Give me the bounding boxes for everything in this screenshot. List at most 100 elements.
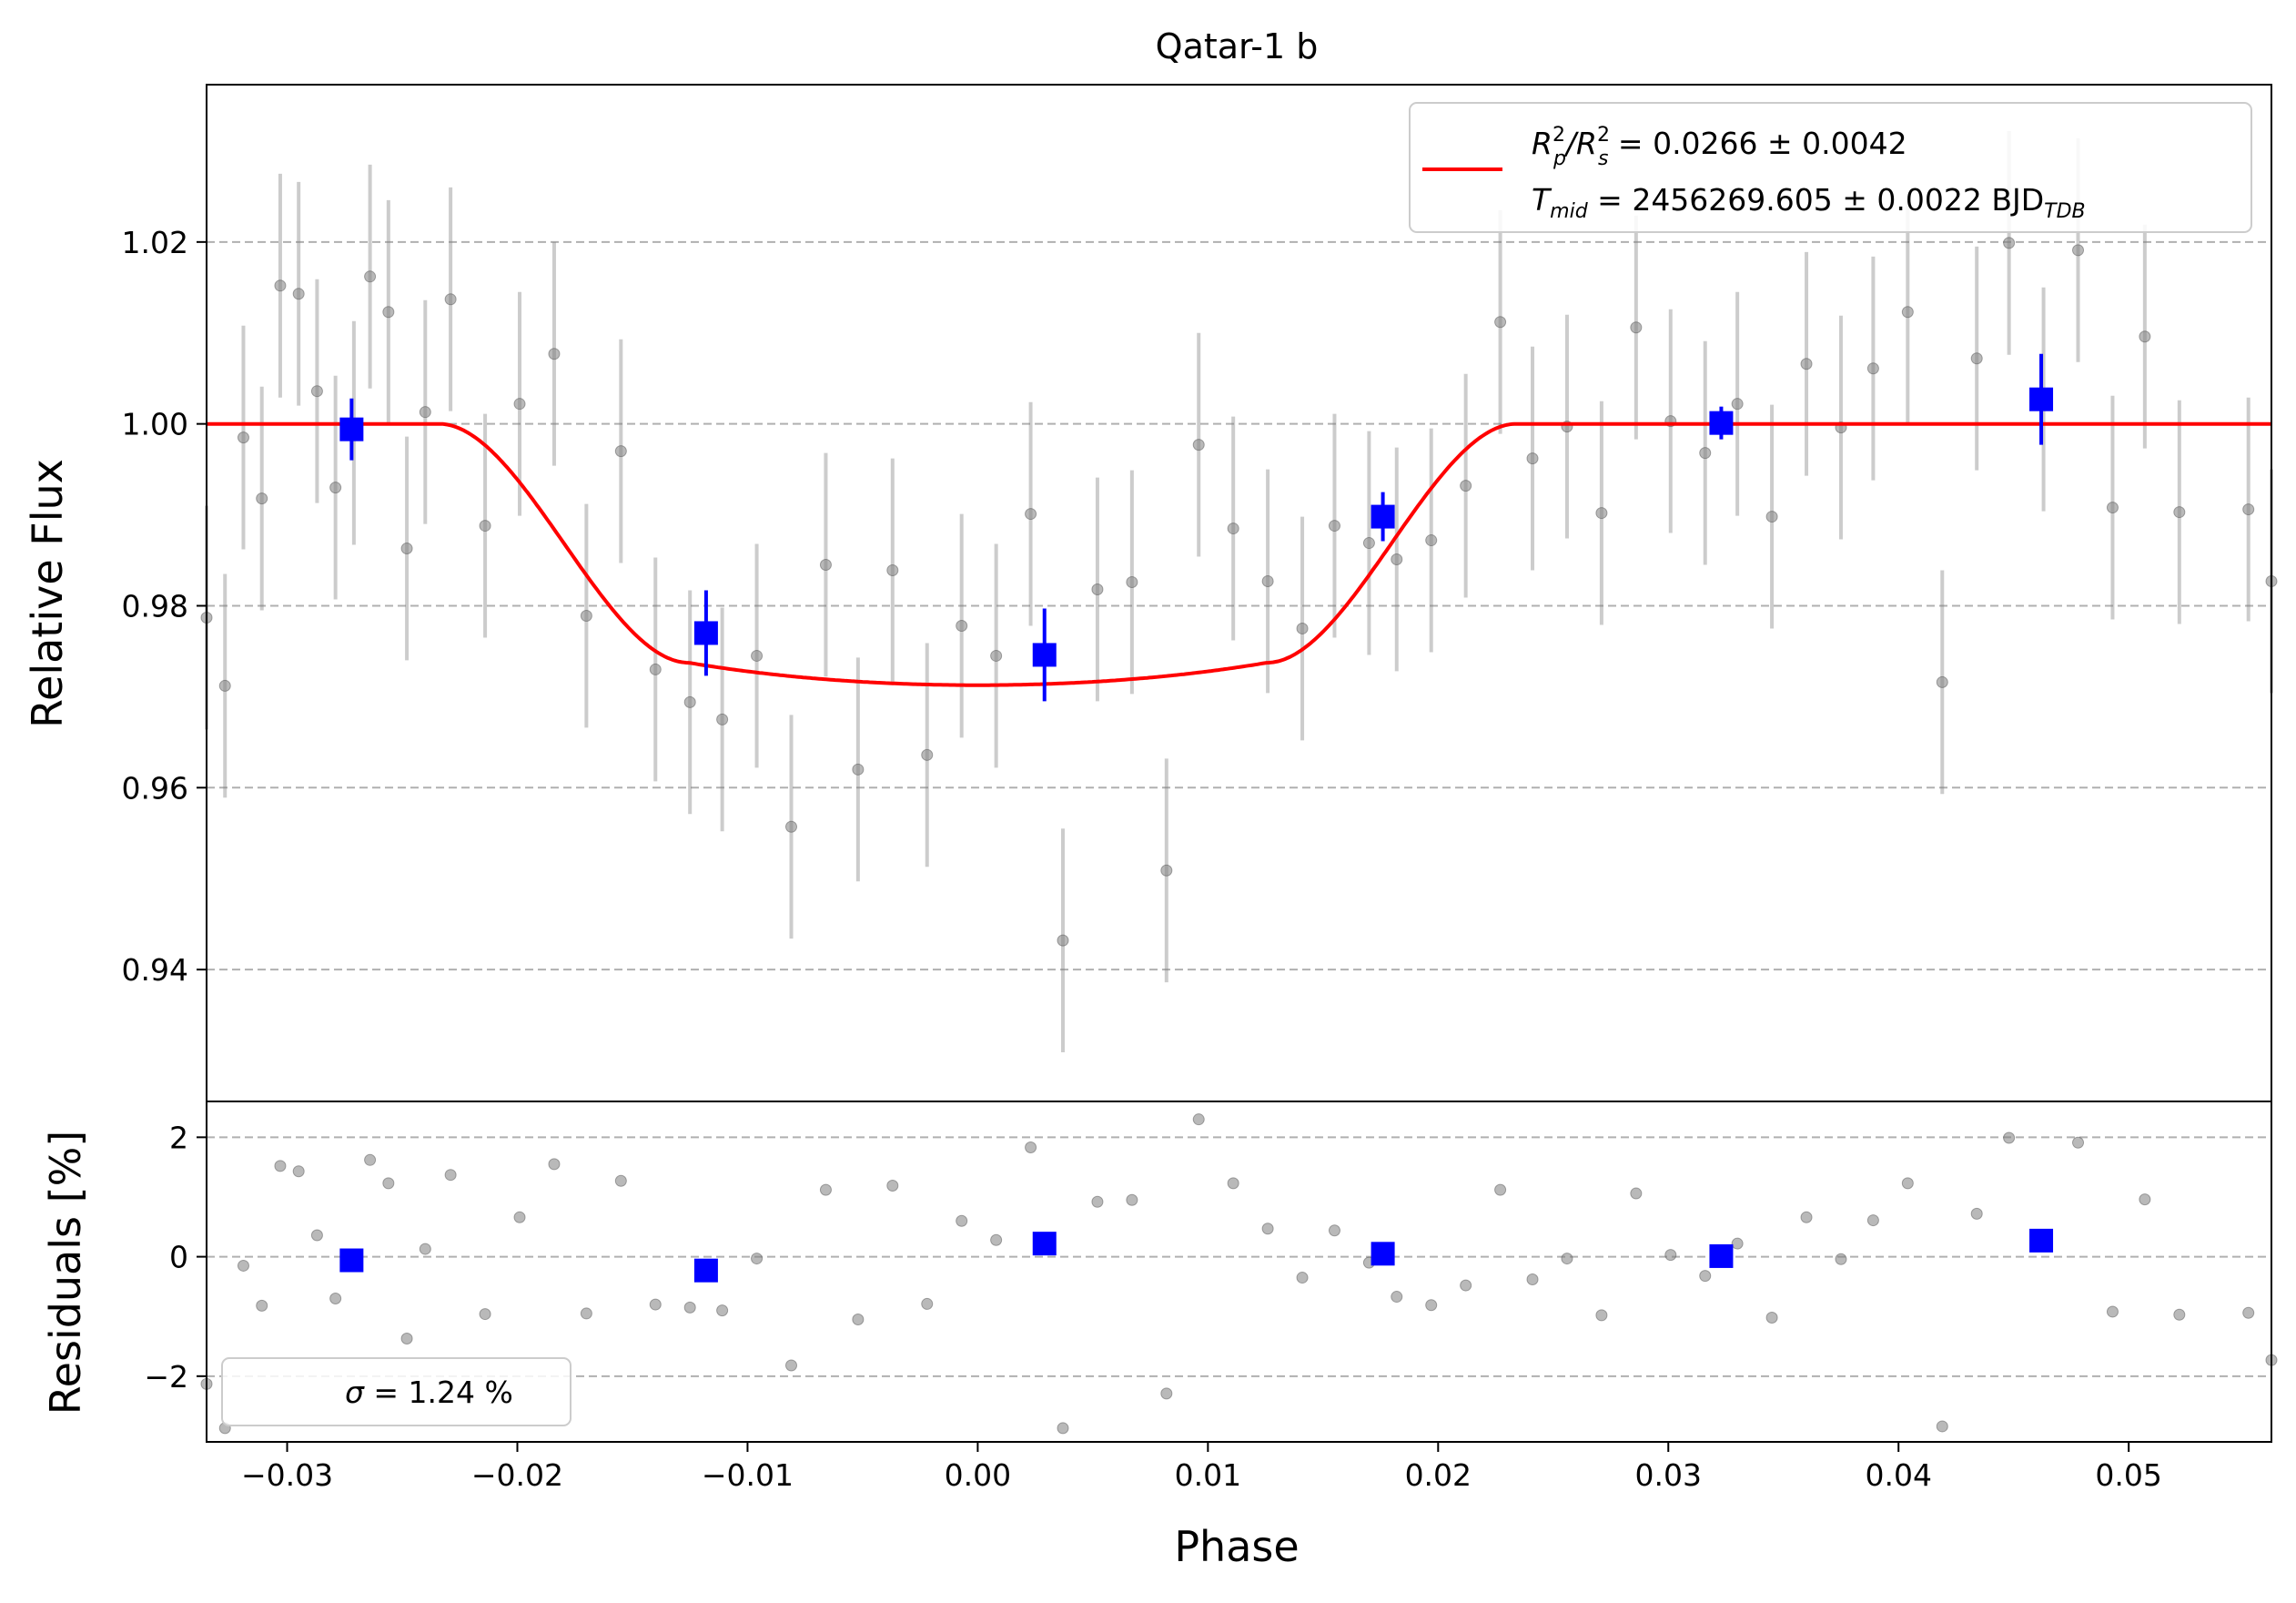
raw-point [1057, 934, 1069, 947]
top-y-ticks: 0.94 0.96 0.98 1.00 1.02 [122, 225, 207, 988]
binned-point [339, 417, 364, 441]
residual-point [819, 1183, 832, 1196]
binned-point [2029, 387, 2054, 411]
raw-point [256, 492, 268, 505]
residual-point [1425, 1299, 1438, 1312]
raw-point [1460, 480, 1472, 492]
raw-point [292, 288, 305, 300]
residual-point [400, 1332, 413, 1344]
binned-point [1709, 411, 1734, 435]
legend-t-symbol: T [1532, 182, 1553, 218]
top-y-tick-label: 1.00 [122, 407, 188, 442]
binned-point [1032, 643, 1057, 667]
residual-point [1664, 1249, 1677, 1262]
raw-point [1800, 358, 1813, 370]
residual-point [2072, 1136, 2085, 1149]
residual-point [479, 1308, 491, 1321]
binned-point [1371, 504, 1395, 529]
x-tick-label: 0.00 [945, 1457, 1011, 1493]
bottom-y-tick-label: 0 [169, 1240, 188, 1275]
residual-point [1328, 1224, 1340, 1237]
binned-point [693, 621, 718, 645]
legend-sub-mid: mid [1550, 200, 1589, 223]
residual-point [2003, 1131, 2016, 1144]
residual-point [1936, 1420, 1948, 1433]
legend-sigma-symbol: σ [345, 1375, 365, 1410]
residual-point [1057, 1422, 1069, 1435]
top-legend-box [1409, 102, 2252, 233]
residual-point [614, 1174, 627, 1187]
residual-point [1765, 1312, 1778, 1324]
raw-point [886, 564, 899, 577]
binned-residual [1709, 1243, 1734, 1268]
residual-point [1699, 1270, 1712, 1283]
raw-point [1936, 675, 1948, 688]
residual-point [1391, 1291, 1403, 1304]
bottom-y-tick-label: 2 [169, 1120, 188, 1155]
raw-point [1970, 352, 1983, 365]
raw-point [580, 609, 592, 622]
raw-point [1091, 583, 1104, 596]
raw-point [990, 649, 1003, 662]
raw-point [1391, 553, 1403, 566]
raw-point [2003, 237, 2016, 249]
residual-point [1901, 1177, 1914, 1190]
residual-point [852, 1313, 865, 1325]
legend-rp-value: = 0.0266 ± 0.0042 [1608, 126, 1907, 161]
raw-point [1160, 864, 1173, 877]
top-y-axis-title: Relative Flux [23, 459, 72, 728]
residual-point [364, 1153, 377, 1166]
binned-residual [693, 1258, 718, 1283]
residual-point [419, 1243, 431, 1255]
residual-point [1091, 1195, 1104, 1208]
residual-point [1160, 1387, 1173, 1400]
binned-residual [339, 1248, 364, 1273]
bottom-axes-frame [206, 1101, 2272, 1443]
transit-model-curve [207, 421, 2271, 687]
raw-point [1866, 362, 1879, 375]
raw-point [2106, 502, 2119, 514]
binned-residual [1032, 1232, 1057, 1256]
residual-point [785, 1359, 798, 1372]
legend-tmid-value: = 2456269.605 ± 0.0022 BJD [1588, 182, 2044, 218]
x-axis-title: Phase [1174, 1522, 1299, 1571]
residual-point [292, 1165, 305, 1178]
legend-sub-s: s [1598, 147, 1608, 170]
raw-point [1328, 520, 1340, 533]
residual-point [956, 1214, 968, 1227]
residual-point [1595, 1309, 1608, 1322]
raw-point [785, 820, 798, 833]
x-tick-label: 0.01 [1175, 1457, 1241, 1493]
raw-point [1296, 622, 1309, 634]
raw-point [852, 763, 865, 776]
legend-sub-p: p [1553, 147, 1566, 170]
residual-point [2139, 1193, 2151, 1206]
raw-point [1526, 452, 1539, 465]
residual-point [683, 1301, 696, 1314]
raw-point [716, 713, 729, 725]
raw-point [1227, 522, 1239, 535]
bottom-raw-residuals [200, 1113, 2278, 1435]
raw-point [614, 445, 627, 458]
raw-point [2139, 330, 2151, 343]
raw-point [1731, 398, 1744, 411]
legend-slash-r: /R [1563, 126, 1597, 161]
residual-point [1731, 1237, 1744, 1250]
residual-point [237, 1259, 249, 1272]
x-tick-label: 0.03 [1635, 1457, 1702, 1493]
raw-point [1362, 537, 1375, 550]
binned-residual [1371, 1242, 1395, 1266]
residual-point [274, 1160, 287, 1172]
residual-point [1526, 1273, 1539, 1286]
top-y-tick-label: 0.98 [122, 588, 188, 624]
x-tick-label: −0.03 [241, 1457, 333, 1493]
residual-point [329, 1293, 342, 1305]
raw-point [382, 306, 395, 319]
raw-point [2173, 506, 2186, 519]
legend-sup-2: 2 [1597, 124, 1610, 147]
bottom-legend: σ = 1.24 % [221, 1357, 571, 1426]
raw-point [921, 748, 934, 761]
residual-point [2106, 1305, 2119, 1318]
legend-r-symbol: R [1532, 126, 1553, 161]
